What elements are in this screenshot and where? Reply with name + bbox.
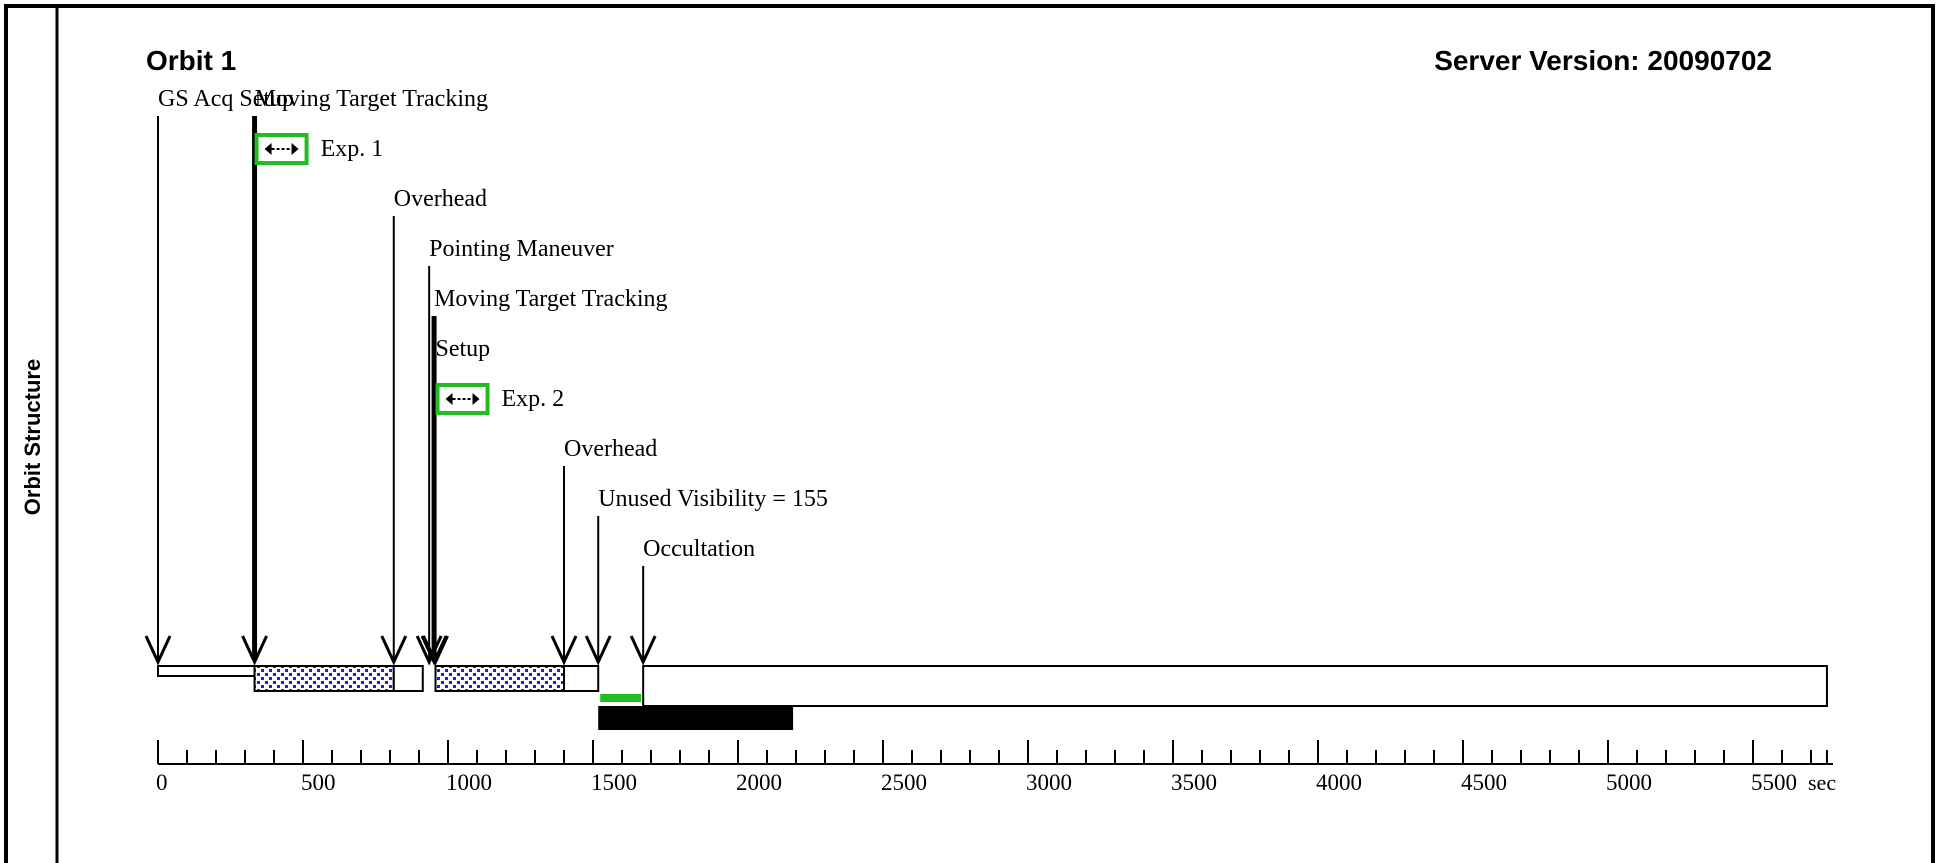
event-6: Overhead	[550, 436, 657, 666]
arrow-down-icon	[241, 635, 268, 666]
event-label: Occultation	[643, 536, 755, 562]
exposure-markers: Exp. 1 Exp. 2	[254, 133, 565, 415]
side-label: Orbit Structure	[20, 359, 45, 515]
time-unit-label: sec	[1808, 770, 1836, 795]
segment-overhead-2	[563, 665, 600, 692]
arrow-down-icon	[629, 635, 657, 666]
tick-label: 3000	[1026, 770, 1072, 795]
event-label: Unused Visibility = 155	[598, 486, 828, 512]
orbit-title: Orbit 1	[146, 45, 236, 76]
event-label: Pointing Maneuver	[429, 236, 614, 262]
arrow-down-icon	[415, 635, 443, 666]
arrow-down-icon	[380, 635, 408, 666]
event-2: Overhead	[380, 186, 487, 666]
event-8: Occultation	[629, 536, 755, 666]
tick-label: 4500	[1461, 770, 1507, 795]
event-label: GS Acq Setup	[158, 86, 294, 112]
event-3: Pointing Maneuver	[415, 236, 614, 666]
arrow-heads-icon	[445, 393, 480, 405]
outer-frame	[4, 4, 1935, 863]
tick-label: 4000	[1316, 770, 1362, 795]
tick-label: 2000	[736, 770, 782, 795]
arrow-heads-icon	[264, 143, 299, 155]
time-axis: 0 500 1000 1500 2000 2500 3000 3500 4000 4500 5000…	[156, 740, 1833, 795]
exposure-marker-2: Exp. 2	[435, 383, 565, 415]
event-1: Moving Target Tracking	[241, 86, 488, 666]
segment-occultation	[642, 665, 1828, 707]
event-label: Moving Target Tracking	[255, 86, 488, 112]
event-label: Moving Target Tracking	[434, 286, 667, 312]
occultation-shadow-bar	[598, 706, 794, 730]
event-7: Unused Visibility = 155	[584, 486, 828, 666]
timeline-bar	[157, 665, 1828, 730]
server-version: Server Version: 20090702	[1434, 45, 1772, 76]
tick-label: 1500	[591, 770, 637, 795]
tick-label: 0	[156, 770, 168, 795]
exposure-marker-1: Exp. 1	[254, 133, 384, 165]
tick-label: 2500	[881, 770, 927, 795]
arrow-down-icon	[550, 635, 578, 666]
exposure-label: Exp. 2	[502, 386, 565, 412]
tick-label: 5500	[1751, 770, 1797, 795]
unused-visibility-bar	[600, 694, 642, 702]
event-label: Overhead	[394, 186, 487, 212]
arrow-down-icon	[144, 635, 172, 666]
segment-overhead-1	[392, 665, 424, 692]
tick-label: 1000	[446, 770, 492, 795]
event-0: GS Acq Setup	[144, 86, 294, 666]
arrow-down-icon	[584, 635, 612, 666]
tick-label: 500	[301, 770, 336, 795]
segment-gs-acq-setup	[157, 665, 256, 677]
exposure-label: Exp. 1	[321, 136, 384, 162]
event-label: Setup	[436, 336, 491, 362]
tick-label: 3500	[1171, 770, 1217, 795]
segment-exposure-1	[253, 665, 395, 692]
event-4: Moving Target Tracking	[420, 286, 668, 666]
tick-label: 5000	[1606, 770, 1652, 795]
event-label: Overhead	[564, 436, 657, 462]
segment-exposure-2	[434, 665, 565, 692]
arrow-down-icon	[422, 635, 449, 666]
